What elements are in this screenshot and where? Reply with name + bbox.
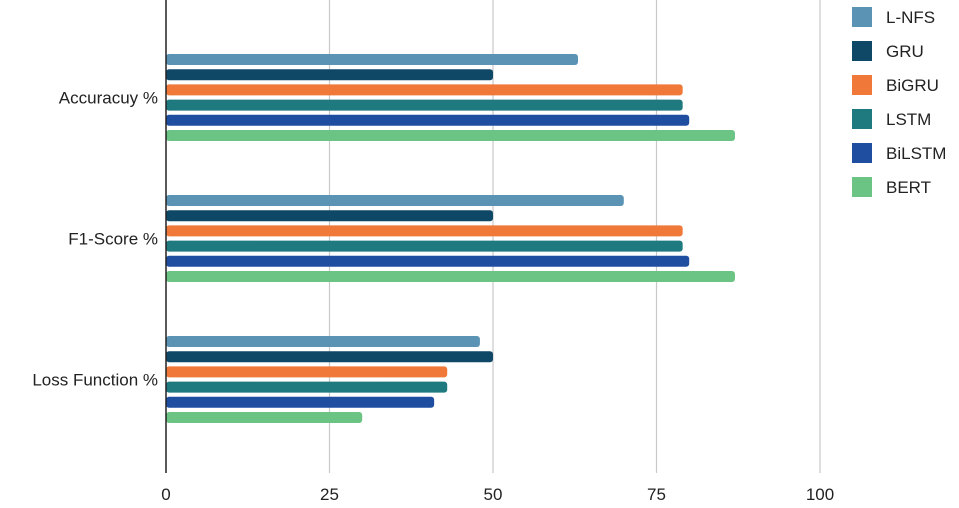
bar-l-nfs-1 [166, 195, 624, 206]
x-tick-label: 100 [806, 485, 834, 504]
category-label: Loss Function % [32, 371, 158, 390]
bar-bilstm-0 [166, 114, 690, 126]
x-axis-ticks: 0 25 50 75 100 [161, 485, 834, 504]
bar-l-nfs-0 [166, 54, 579, 65]
bar-bigru-2 [166, 366, 448, 378]
legend-label: BiGRU [886, 76, 939, 95]
legend-label: GRU [886, 42, 924, 61]
bar-bilstm-1 [166, 255, 690, 267]
legend-label: L-NFS [886, 8, 935, 27]
x-tick-label: 50 [484, 485, 503, 504]
legend-swatch-bert [852, 177, 872, 197]
legend-label: BiLSTM [886, 144, 946, 163]
bar-gru-0 [166, 69, 493, 81]
legend-swatch-gru [852, 41, 872, 61]
bar-bert-2 [166, 412, 363, 423]
x-tick-label: 0 [161, 485, 170, 504]
bar-lstm-1 [166, 240, 683, 252]
legend-label: BERT [886, 178, 931, 197]
gridlines [328, 0, 821, 473]
bar-lstm-0 [166, 99, 683, 111]
legend-label: LSTM [886, 110, 931, 129]
bar-bilstm-2 [166, 396, 435, 408]
bar-l-nfs-2 [166, 336, 480, 347]
bar-bert-0 [166, 130, 735, 141]
legend-swatch-bigru [852, 75, 872, 95]
category-label: Accuracuy % [59, 89, 158, 108]
bar-bigru-0 [166, 84, 683, 96]
bar-bert-1 [166, 271, 735, 282]
bars [166, 54, 735, 423]
bar-gru-1 [166, 210, 493, 222]
bar-lstm-2 [166, 381, 448, 393]
bar-bigru-1 [166, 225, 683, 237]
x-tick-label: 25 [320, 485, 339, 504]
category-labels: Accuracuy % F1-Score % Loss Function % [32, 89, 158, 390]
legend-swatch-lstm [852, 109, 872, 129]
x-tick-label: 75 [647, 485, 666, 504]
category-label: F1-Score % [68, 230, 158, 249]
legend: L-NFS GRU BiGRU LSTM BiLSTM BERT [852, 7, 946, 197]
bar-gru-2 [166, 351, 493, 363]
legend-swatch-bilstm [852, 143, 872, 163]
legend-swatch-l-nfs [852, 7, 872, 27]
